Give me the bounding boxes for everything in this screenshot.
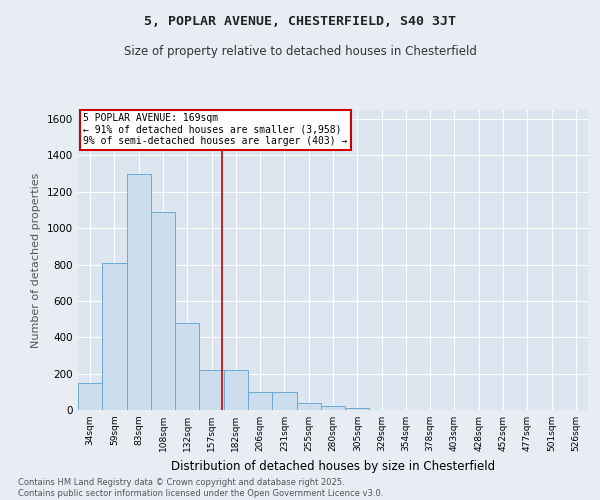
- Bar: [199, 370, 224, 410]
- Text: 5, POPLAR AVENUE, CHESTERFIELD, S40 3JT: 5, POPLAR AVENUE, CHESTERFIELD, S40 3JT: [144, 15, 456, 28]
- Bar: [321, 406, 345, 410]
- Text: Size of property relative to detached houses in Chesterfield: Size of property relative to detached ho…: [124, 45, 476, 58]
- Bar: [151, 212, 175, 410]
- Bar: [102, 262, 127, 410]
- Bar: [296, 402, 321, 410]
- X-axis label: Distribution of detached houses by size in Chesterfield: Distribution of detached houses by size …: [171, 460, 495, 472]
- Bar: [127, 174, 151, 410]
- Bar: [272, 392, 296, 410]
- Bar: [175, 322, 199, 410]
- Text: 5 POPLAR AVENUE: 169sqm
← 91% of detached houses are smaller (3,958)
9% of semi-: 5 POPLAR AVENUE: 169sqm ← 91% of detache…: [83, 113, 347, 146]
- Text: Contains HM Land Registry data © Crown copyright and database right 2025.
Contai: Contains HM Land Registry data © Crown c…: [18, 478, 383, 498]
- Bar: [248, 392, 272, 410]
- Bar: [224, 370, 248, 410]
- Bar: [78, 382, 102, 410]
- Y-axis label: Number of detached properties: Number of detached properties: [31, 172, 41, 348]
- Bar: [345, 408, 370, 410]
